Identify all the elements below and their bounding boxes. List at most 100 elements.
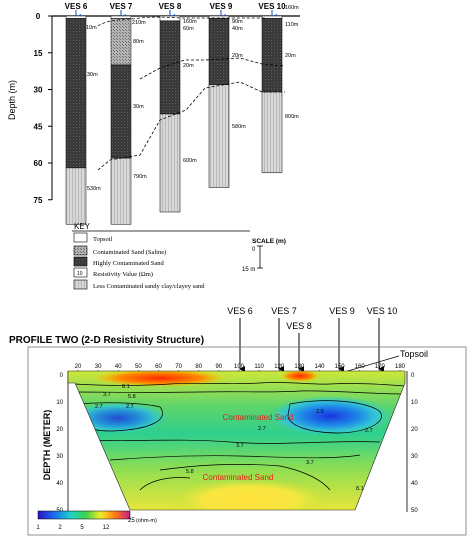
x-tick-label: 100 (234, 364, 245, 370)
topsoil-callout: Topsoil (400, 349, 428, 359)
less-contaminated-swatch (73, 279, 88, 290)
contour-label: 3.7 (236, 443, 244, 449)
layer-topsoil (261, 15, 283, 19)
y-tick-label: 10 (411, 400, 418, 406)
colorbar-gradient (37, 510, 131, 520)
x-tick-label: 40 (115, 364, 122, 370)
ves-columns (65, 15, 283, 225)
ves-column-7 (110, 15, 132, 225)
layer-label: 20m (285, 53, 296, 59)
correlation-line-lower (139, 57, 286, 80)
low-resistivity-zone-right (268, 396, 392, 436)
x-tick-label: 60 (155, 364, 162, 370)
contour-label: 5.8 (186, 469, 194, 475)
key-label: Highly Contaminated Sand (93, 260, 165, 267)
y-tick-label: 20 (411, 427, 418, 433)
y-tick-label: 0 (411, 373, 415, 379)
key-item-less: Less Contaminated sandy clay/clayey sand (73, 279, 205, 290)
ves-label: VES 6 (65, 2, 88, 11)
layer-label: 600m (183, 158, 197, 164)
y-tick-label: 30 (411, 454, 418, 460)
x-tick-label: 150 (335, 364, 346, 370)
y-tick-label: 50 (411, 508, 418, 514)
section-title: PROFILE TWO (2-D Resistivity Structure) (9, 335, 204, 346)
x-tick-label: 160 (355, 364, 366, 370)
depth-tick-label: 45 (34, 122, 43, 131)
x-tick-label: 90 (216, 364, 223, 370)
ves-label: VES 8 (159, 2, 182, 11)
layer-label: 80m (133, 39, 144, 45)
colorbar-tick: 5 (80, 525, 84, 531)
layer-label: 10m (86, 25, 97, 31)
y-tick-label: 20 (56, 427, 63, 433)
layer-label: 160m (183, 19, 197, 25)
contour-label: 2.7 (258, 426, 266, 432)
layer-label: 20m (183, 63, 194, 69)
layer-label: 30m (87, 72, 98, 78)
x-tick-label: 140 (314, 364, 325, 370)
x-tick-label: 30 (95, 364, 102, 370)
saline-swatch (73, 245, 88, 256)
x-tick-label: 130 (294, 364, 305, 370)
layer-less (261, 91, 283, 174)
contour-label: 2.7 (98, 456, 106, 462)
contaminated-sand-label-upper: Contaminated Sand (223, 413, 294, 422)
ves-label: VES 9 (210, 2, 233, 11)
y-tick-label: 0 (60, 373, 64, 379)
colorbar-tick: 25 (128, 518, 135, 524)
contour-label: 5.8 (128, 394, 136, 400)
key-label: Contaminated Sand (Saline) (93, 249, 166, 256)
depth-ticks: 0 15 30 45 60 75 (34, 12, 52, 205)
layer-topsoil (159, 15, 181, 22)
x-tick-label: 120 (274, 364, 285, 370)
layer-topsoil (65, 15, 87, 19)
layer-less (65, 167, 87, 225)
layer-label: 530m (87, 186, 101, 192)
layer-label: 30m (133, 104, 144, 110)
high-resistivity-zone-top (90, 371, 230, 387)
x-tick-label: 20 (75, 364, 82, 370)
layer-label: 800m (285, 114, 299, 120)
colorbar: 1 2 5 12 25 (ohm-m) (36, 510, 157, 531)
layer-less (110, 157, 132, 225)
layer-label: 60m (183, 26, 194, 32)
ves-header-9: VES 9 (210, 2, 233, 20)
y-tick-label: 40 (56, 481, 63, 487)
key-label: Resistivity Value (Ωm) (93, 271, 153, 278)
ves-label: VES 9 (329, 306, 355, 316)
layer-label: 20m (232, 53, 243, 59)
layer-label: 580m (232, 124, 246, 130)
layer-label: 40m (232, 26, 243, 32)
scale-bottom-label: 15 m (242, 267, 255, 273)
legend-key: KEY Topsoil Contaminated Sand (Saline) H… (72, 222, 250, 290)
colorbar-tick: 2 (58, 525, 62, 531)
depth-tick-label: 30 (34, 86, 43, 95)
x-axis-ticks: 20 30 40 50 60 70 80 90 100 110 120 130 140 150 160 170… (75, 364, 406, 373)
correlation-line-upper (97, 16, 265, 27)
ves-header-7: VES 7 (110, 2, 133, 20)
low-resistivity-zone-left (68, 402, 168, 434)
key-item-highly: Highly Contaminated Sand (73, 256, 165, 267)
high-resistivity-zone-top-right (280, 371, 320, 382)
layer-less (159, 113, 181, 213)
ves-header-8: VES 8 (159, 2, 182, 20)
ves-label: VES 10 (258, 2, 286, 11)
layer-label: 790m (133, 174, 147, 180)
y-tick-label: 30 (56, 454, 63, 460)
ves-label: VES 7 (271, 306, 297, 316)
layer-highly (261, 18, 283, 93)
key-item-topsoil: Topsoil (73, 232, 113, 243)
depth-tick-label: 0 (36, 12, 41, 21)
ves-header-6: VES 6 (65, 2, 88, 20)
y-tick-label: 40 (411, 481, 418, 487)
layer-label: 210m (132, 20, 146, 26)
key-label: Less Contaminated sandy clay/clayey sand (93, 283, 205, 290)
x-tick-label: 70 (175, 364, 182, 370)
correlation-line-middle (97, 81, 285, 171)
colorbar-unit: (ohm-m) (136, 518, 157, 524)
x-tick-label: 80 (195, 364, 202, 370)
contour-label: 8.1 (356, 486, 364, 492)
ves-column-10 (261, 15, 283, 174)
section-outline (67, 370, 406, 511)
layer-less (208, 84, 230, 188)
